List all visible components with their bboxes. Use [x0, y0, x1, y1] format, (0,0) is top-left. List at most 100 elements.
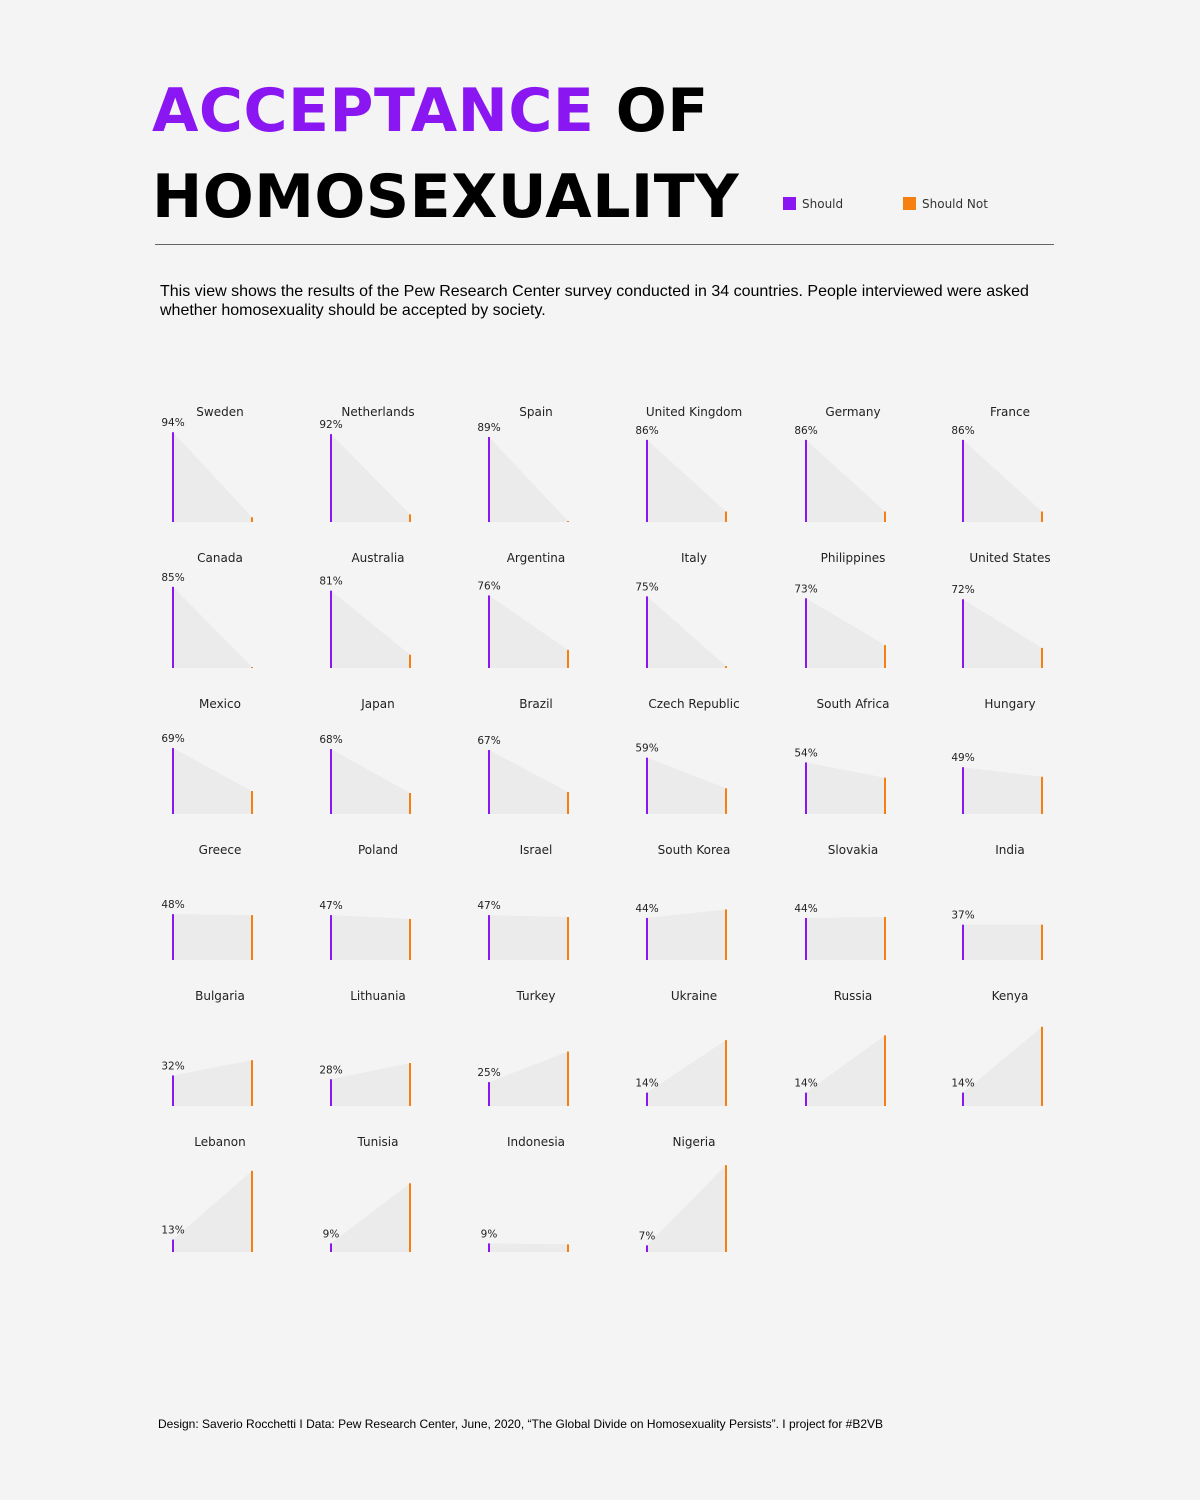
page-title: ACCEPTANCE OF HOMOSEXUALITY [152, 68, 739, 240]
area-argentina [489, 595, 568, 668]
value-label-netherlands: 92% [319, 419, 342, 431]
area-nigeria [647, 1165, 726, 1252]
country-panel-south-africa: 54% South Africa [794, 697, 889, 814]
legend-item-should-not[interactable]: Should Not [903, 197, 988, 211]
country-name-france: France [990, 405, 1030, 419]
country-name-israel: Israel [520, 843, 553, 857]
area-slovakia [806, 917, 885, 960]
country-name-south-korea: South Korea [658, 843, 731, 857]
header-divider [155, 244, 1054, 245]
country-name-bulgaria: Bulgaria [195, 989, 245, 1003]
value-label-russia: 14% [794, 1078, 817, 1090]
country-panel-kenya: 14% Kenya [951, 989, 1043, 1106]
country-panel-tunisia: 9% Tunisia [323, 1135, 411, 1252]
area-turkey [489, 1051, 568, 1106]
country-name-japan: Japan [360, 697, 394, 711]
country-name-russia: Russia [834, 989, 873, 1003]
country-panel-united-kingdom: 86% United Kingdom [635, 405, 742, 522]
value-label-brazil: 67% [477, 735, 500, 747]
area-israel [489, 915, 568, 960]
area-greece [173, 914, 252, 960]
country-panel-nigeria: 7% Nigeria [639, 1135, 727, 1252]
country-name-tunisia: Tunisia [357, 1135, 399, 1149]
country-name-italy: Italy [681, 551, 707, 565]
area-tunisia [331, 1183, 410, 1252]
country-panel-philippines: 73% Philippines [794, 551, 886, 668]
value-label-united-states: 72% [951, 584, 974, 596]
country-panel-india: 37% India [951, 843, 1043, 960]
country-panel-argentina: 76% Argentina [477, 551, 569, 668]
value-label-hungary: 49% [951, 752, 974, 764]
country-panel-sweden: 94% Sweden [161, 405, 253, 522]
value-label-argentina: 76% [477, 580, 500, 592]
area-germany [806, 439, 885, 522]
legend-swatch-should-not [903, 197, 916, 210]
country-name-greece: Greece [199, 843, 242, 857]
value-label-australia: 81% [319, 576, 342, 588]
area-netherlands [331, 434, 410, 522]
area-south-africa [806, 762, 885, 814]
country-name-brazil: Brazil [519, 697, 553, 711]
country-name-turkey: Turkey [515, 989, 555, 1003]
footer-credits: Design: Saverio Rocchetti I Data: Pew Re… [158, 1417, 884, 1431]
country-name-spain: Spain [519, 405, 553, 419]
area-indonesia [489, 1243, 568, 1252]
country-panel-turkey: 25% Turkey [477, 989, 569, 1106]
country-panel-poland: 47% Poland [319, 843, 411, 960]
area-canada [173, 586, 252, 668]
value-label-israel: 47% [477, 900, 500, 912]
value-label-ukraine: 14% [635, 1078, 658, 1090]
value-label-turkey: 25% [477, 1067, 500, 1079]
value-label-japan: 68% [319, 734, 342, 746]
country-name-sweden: Sweden [196, 405, 243, 419]
area-philippines [806, 598, 885, 668]
country-name-germany: Germany [825, 405, 880, 419]
area-lithuania [331, 1063, 410, 1106]
country-name-ukraine: Ukraine [671, 989, 717, 1003]
country-name-argentina: Argentina [507, 551, 566, 565]
country-name-nigeria: Nigeria [673, 1135, 716, 1149]
country-panel-united-states: 72% United States [951, 551, 1051, 668]
legend-label-should-not: Should Not [922, 197, 988, 211]
title-of: OF [615, 76, 709, 146]
country-panel-spain: 89% Spain [477, 405, 569, 522]
value-label-south-korea: 44% [635, 903, 658, 915]
area-japan [331, 749, 410, 814]
country-panel-netherlands: 92%Netherlands [319, 405, 415, 522]
country-name-united-kingdom: United Kingdom [646, 405, 742, 419]
area-hungary [963, 767, 1042, 814]
subtitle: This view shows the results of the Pew R… [160, 283, 1029, 319]
value-label-kenya: 14% [951, 1078, 974, 1090]
value-label-poland: 47% [319, 900, 342, 912]
value-label-tunisia: 9% [323, 1228, 340, 1240]
country-name-lebanon: Lebanon [194, 1135, 245, 1149]
value-label-sweden: 94% [161, 417, 184, 429]
country-panel-germany: 86% Germany [794, 405, 886, 522]
country-panel-hungary: 49% Hungary [951, 697, 1043, 814]
country-panel-russia: 14% Russia [794, 989, 886, 1106]
legend-item-should[interactable]: Should [783, 197, 843, 211]
country-name-slovakia: Slovakia [828, 843, 878, 857]
legend-label-should: Should [802, 197, 844, 211]
area-united-states [963, 599, 1042, 668]
country-panel-italy: 75% Italy [635, 551, 727, 668]
value-label-france: 86% [951, 425, 974, 437]
value-label-germany: 86% [794, 425, 817, 437]
value-label-italy: 75% [635, 581, 658, 593]
legend-swatch-should [783, 197, 796, 210]
country-name-czech-republic: Czech Republic [648, 697, 739, 711]
country-panel-slovakia: 44% Slovakia [794, 843, 886, 960]
country-panel-lithuania: 28% Lithuania [319, 989, 411, 1106]
value-label-lithuania: 28% [319, 1064, 342, 1076]
area-poland [331, 915, 410, 960]
value-label-indonesia: 9% [481, 1228, 498, 1240]
area-ukraine [647, 1040, 726, 1106]
country-panel-israel: 47% Israel [477, 843, 569, 960]
area-czech-republic [647, 757, 726, 814]
value-label-south-africa: 54% [794, 747, 817, 759]
country-panel-australia: 81% Australia [319, 551, 411, 668]
country-panel-japan: 68% Japan [319, 697, 411, 814]
area-lebanon [173, 1170, 252, 1252]
country-name-netherlands: Netherlands [341, 405, 414, 419]
